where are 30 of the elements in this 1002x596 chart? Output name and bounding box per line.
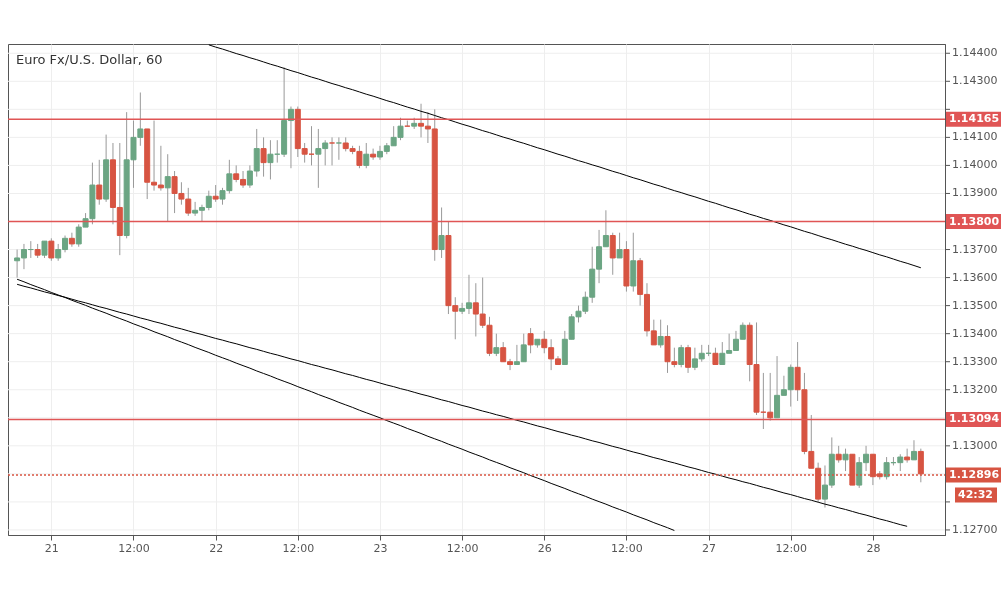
y-tick-label: 1.13500 xyxy=(952,298,998,312)
x-tick-label: 27 xyxy=(702,541,717,555)
y-tick-label: 1.13600 xyxy=(952,270,998,284)
ref-line-label: 1.14165 xyxy=(949,112,1000,126)
x-tick-label: 12:00 xyxy=(282,541,315,555)
y-tick-label: 1.14300 xyxy=(952,74,998,88)
x-tick-label: 23 xyxy=(373,541,388,555)
y-tick-label: 1.13300 xyxy=(952,354,998,368)
x-tick-label: 22 xyxy=(209,541,224,555)
y-tick-label: 1.14000 xyxy=(952,158,998,172)
y-tick-label: 1.14400 xyxy=(952,46,998,60)
x-tick-label: 12:00 xyxy=(611,541,643,555)
x-tick-label: 21 xyxy=(44,541,59,555)
ref-line-label: 1.13800 xyxy=(949,214,1000,228)
x-tick-label: 12:00 xyxy=(775,541,808,555)
y-tick-label: 1.12700 xyxy=(952,522,998,536)
x-tick-label: 26 xyxy=(537,541,552,555)
y-tick-label: 1.14100 xyxy=(952,130,998,144)
x-tick-label: 12:00 xyxy=(118,541,150,555)
text: Euro Fx/U.S. Dollar, 60 xyxy=(16,52,163,67)
y-tick-label: 1.13700 xyxy=(952,242,998,256)
y-tick-label: 1.13400 xyxy=(952,326,998,340)
text: 42:32 xyxy=(958,487,994,501)
ref-line-label: 1.12896 xyxy=(949,467,1000,481)
x-tick-label: 12:00 xyxy=(446,541,479,555)
y-tick-label: 1.13200 xyxy=(952,382,998,396)
y-tick-label: 1.13000 xyxy=(952,438,998,452)
x-tick-label: 28 xyxy=(866,541,881,555)
y-tick-label: 1.13900 xyxy=(952,186,998,200)
ref-line-label: 1.13094 xyxy=(949,412,1000,426)
